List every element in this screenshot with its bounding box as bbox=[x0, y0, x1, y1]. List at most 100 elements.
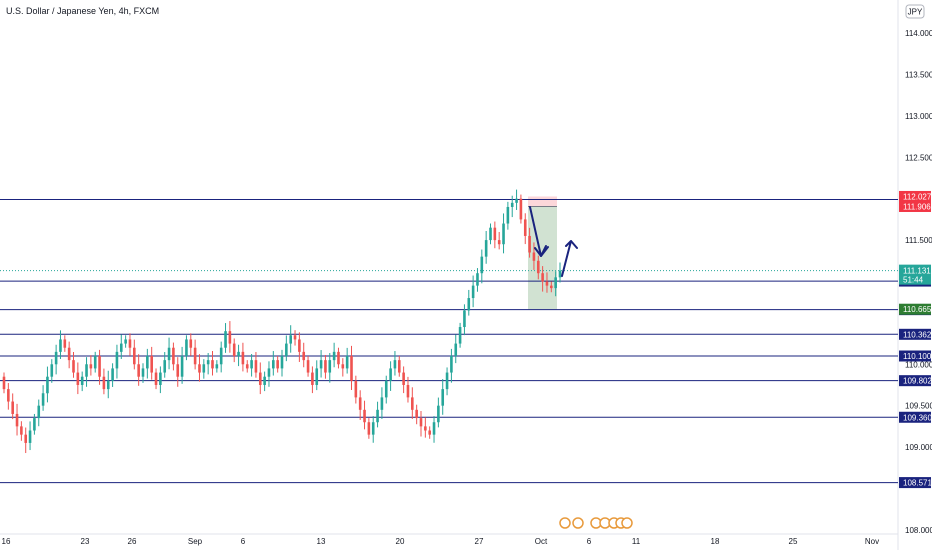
candle-body bbox=[354, 380, 358, 398]
candle-body bbox=[384, 380, 388, 398]
candle-body bbox=[467, 298, 471, 311]
time-tick-label: 6 bbox=[587, 537, 592, 546]
chart-title: U.S. Dollar / Japanese Yen, 4h, FXCM bbox=[6, 6, 159, 16]
candle-body bbox=[50, 364, 54, 377]
candle-body bbox=[146, 356, 149, 369]
time-tick-label: 18 bbox=[711, 537, 720, 546]
level-price-label: 110.100 bbox=[903, 352, 932, 361]
candle-body bbox=[558, 270, 562, 278]
candle-body bbox=[471, 285, 475, 299]
candle-body bbox=[345, 356, 349, 369]
time-tick-label: Oct bbox=[535, 537, 548, 546]
candle-body bbox=[450, 356, 453, 373]
candle-body bbox=[167, 347, 171, 361]
price-tick-label: 109.000 bbox=[905, 443, 932, 452]
candle-body bbox=[267, 368, 271, 377]
candle-body bbox=[319, 360, 323, 369]
candle-body bbox=[237, 351, 240, 356]
time-tick-label: 13 bbox=[317, 537, 326, 546]
event-flag-icon[interactable] bbox=[559, 517, 571, 529]
candle-body bbox=[523, 219, 527, 236]
time-axis[interactable]: 16 23 26 Sep 6 13 20 27 Oct 6 11 18 25 Nov bbox=[2, 537, 880, 546]
candle-body bbox=[315, 368, 319, 385]
price-tick-label: 108.000 bbox=[905, 526, 932, 535]
candle-body bbox=[198, 364, 201, 373]
candle-body bbox=[119, 343, 123, 352]
drawn-arrows bbox=[529, 206, 578, 277]
up-arrow-drawing bbox=[561, 240, 578, 277]
candle-body bbox=[367, 422, 371, 435]
candle-body bbox=[389, 368, 392, 381]
event-flag-icon[interactable] bbox=[572, 517, 584, 529]
candle-body bbox=[545, 281, 549, 286]
currency-label: JPY bbox=[908, 8, 923, 17]
candle-body bbox=[102, 376, 106, 390]
time-tick-label: 6 bbox=[241, 537, 246, 546]
bar-countdown-label: 51:44 bbox=[903, 276, 924, 285]
candle-body bbox=[11, 401, 14, 414]
candle-body bbox=[306, 360, 310, 373]
horizontal-levels bbox=[0, 198, 898, 484]
candle-body bbox=[285, 343, 288, 356]
price-labels: 111.991111.005110.660110.362110.100109.8… bbox=[899, 190, 932, 489]
level-price-label-box bbox=[899, 375, 931, 387]
candle-body bbox=[124, 339, 127, 344]
price-tick-label: 109.500 bbox=[905, 402, 932, 411]
last-price-box bbox=[899, 264, 931, 285]
candle-body bbox=[85, 364, 88, 377]
candle-body bbox=[502, 223, 505, 245]
candle-body bbox=[341, 364, 345, 369]
price-tick-label: 113.000 bbox=[905, 112, 932, 121]
event-flag-icon[interactable] bbox=[621, 517, 633, 529]
price-axis[interactable]: 114.000 113.500 113.000 112.500 111.500 110.0… bbox=[905, 29, 932, 535]
candle-body bbox=[510, 202, 514, 207]
candle-body bbox=[150, 356, 153, 373]
candle-body bbox=[185, 339, 188, 356]
candle-body bbox=[46, 376, 49, 394]
candle-body bbox=[76, 372, 80, 385]
candle-body bbox=[332, 351, 336, 361]
candle-body bbox=[289, 335, 292, 344]
candle-body bbox=[33, 418, 36, 431]
candle-body bbox=[37, 405, 41, 419]
candle-body bbox=[189, 339, 193, 348]
candle-body bbox=[133, 347, 136, 365]
candle-body bbox=[506, 206, 510, 224]
price-tick-label: 111.500 bbox=[905, 236, 932, 245]
candle-body bbox=[250, 360, 253, 369]
candle-body bbox=[232, 343, 236, 356]
candle-body bbox=[276, 360, 279, 369]
candle-body bbox=[24, 434, 28, 443]
price-tick-label: 113.500 bbox=[905, 71, 932, 80]
candle-body bbox=[493, 227, 497, 241]
candle-body bbox=[419, 418, 423, 427]
candle-body bbox=[428, 430, 431, 435]
candle-body bbox=[371, 422, 375, 435]
currency-badge[interactable] bbox=[905, 4, 925, 19]
stop-zone bbox=[528, 196, 557, 207]
level-price-label-box bbox=[899, 328, 931, 340]
candle-body bbox=[211, 360, 214, 369]
time-tick-label: 27 bbox=[475, 537, 484, 546]
candle-body bbox=[302, 351, 306, 361]
header: U.S. Dollar / Japanese Yen, 4h, FXCM JPY bbox=[6, 4, 925, 19]
candle-body bbox=[98, 356, 101, 377]
entry-price-label-box bbox=[899, 200, 931, 212]
last-price-label: 111.131 bbox=[903, 267, 931, 276]
candle-body bbox=[515, 198, 518, 203]
candle-body bbox=[128, 339, 132, 348]
candle-body bbox=[411, 397, 414, 410]
candle-body bbox=[541, 273, 544, 282]
connector-drawing bbox=[540, 246, 549, 257]
event-markers[interactable] bbox=[559, 517, 633, 529]
candle-body bbox=[15, 413, 19, 427]
candle-body bbox=[324, 360, 327, 373]
candle-body bbox=[293, 335, 297, 340]
candle-body bbox=[228, 331, 232, 344]
candle-body bbox=[137, 364, 140, 377]
candle-body bbox=[484, 240, 488, 257]
candle-body bbox=[350, 356, 353, 381]
candle-body bbox=[159, 372, 162, 385]
time-tick-label: 25 bbox=[789, 537, 798, 546]
